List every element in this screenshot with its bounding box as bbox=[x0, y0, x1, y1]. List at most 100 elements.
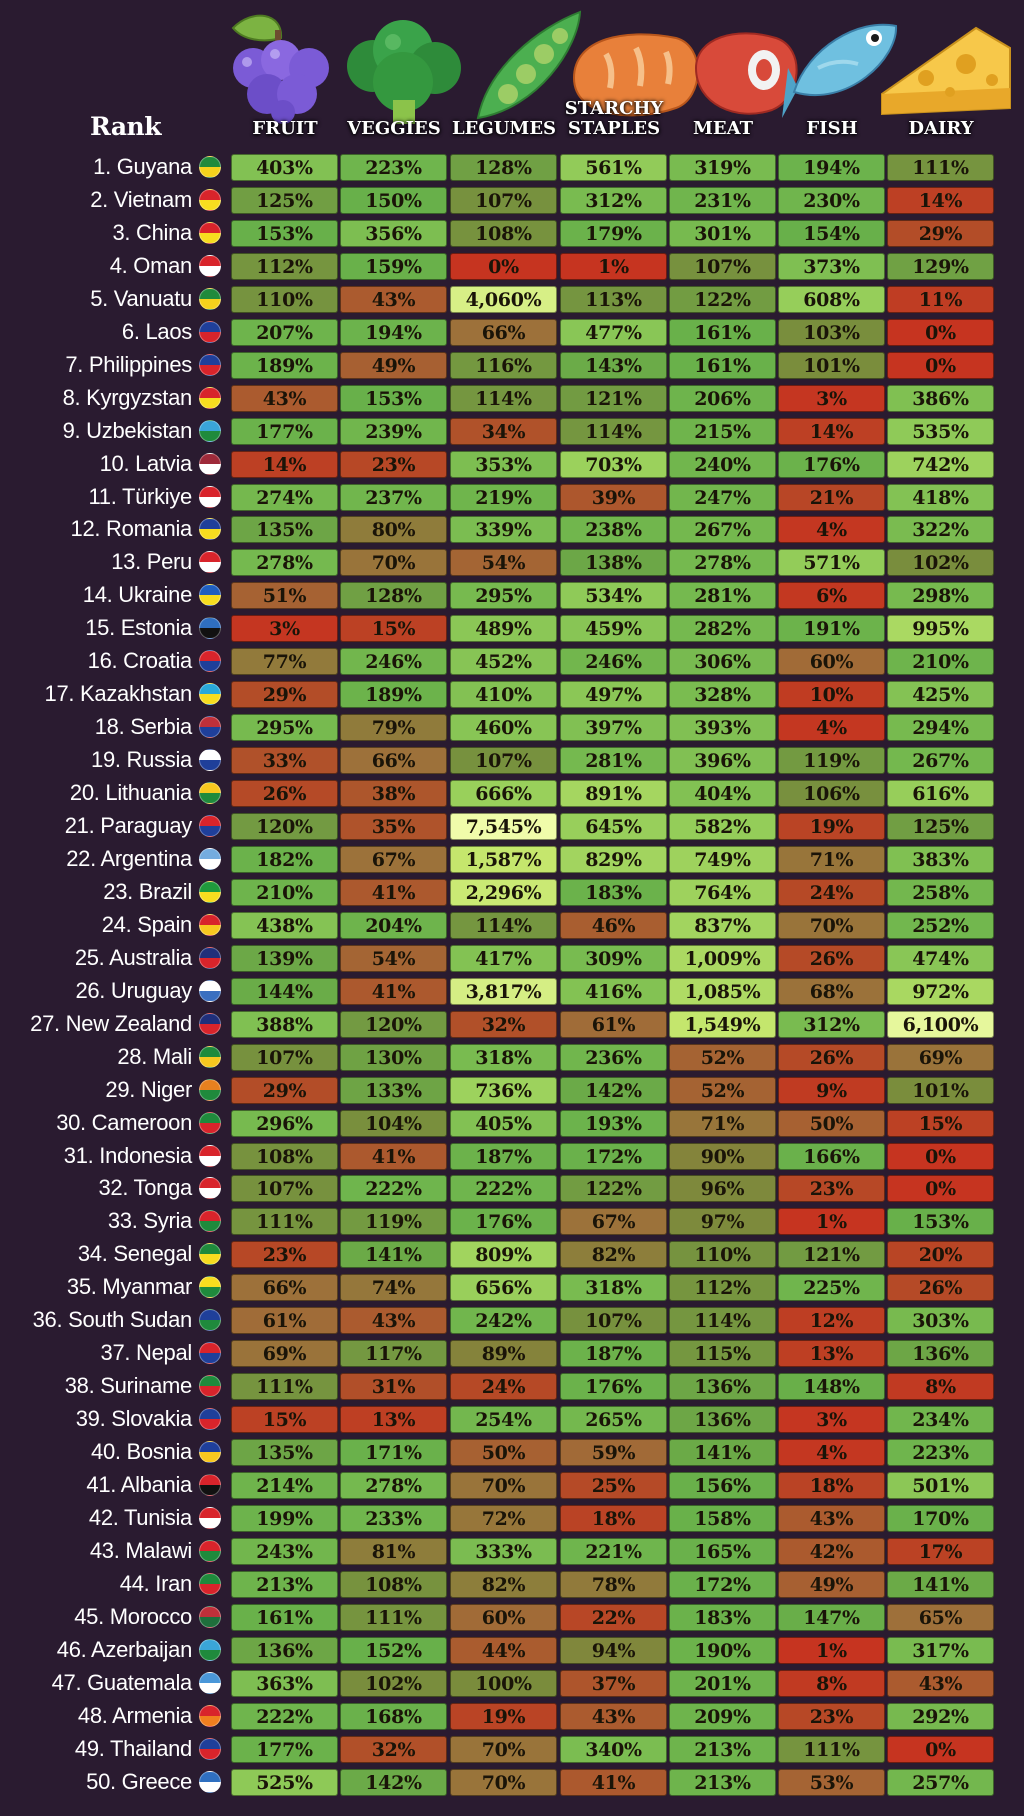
country-rank-label: 7. Philippines bbox=[65, 351, 192, 377]
rank-header: Rank bbox=[90, 112, 162, 141]
value-cell: 71% bbox=[778, 845, 885, 873]
value-cell: 207% bbox=[231, 318, 338, 346]
value-cell: 139% bbox=[231, 944, 338, 972]
flag-icon bbox=[199, 1012, 221, 1035]
value-cell: 39% bbox=[560, 483, 667, 511]
value-cell: 189% bbox=[340, 681, 447, 709]
value-cell: 489% bbox=[450, 615, 557, 643]
flag-icon bbox=[199, 518, 221, 541]
value-cell: 246% bbox=[340, 648, 447, 676]
value-cell: 176% bbox=[450, 1208, 557, 1236]
table-row: 33. Syria 111% 119% 176% 67% 97% 1% 153% bbox=[0, 1206, 1024, 1236]
value-cell: 23% bbox=[778, 1175, 885, 1203]
country-rank-label: 26. Uruguay bbox=[75, 977, 192, 1003]
value-cell: 161% bbox=[669, 318, 776, 346]
value-cell: 0% bbox=[887, 318, 994, 346]
value-cell: 356% bbox=[340, 219, 447, 247]
table-row: 16. Croatia 77% 246% 452% 246% 306% 60% 210% bbox=[0, 646, 1024, 676]
value-cell: 67% bbox=[340, 845, 447, 873]
value-cell: 141% bbox=[340, 1241, 447, 1269]
value-cell: 176% bbox=[560, 1373, 667, 1401]
value-cell: 749% bbox=[669, 845, 776, 873]
value-cell: 459% bbox=[560, 615, 667, 643]
value-cell: 117% bbox=[340, 1340, 447, 1368]
country-rank-label: 44. Iran bbox=[119, 1570, 193, 1596]
value-cell: 161% bbox=[669, 351, 776, 379]
table-row: 34. Senegal 23% 141% 809% 82% 110% 121% 20% bbox=[0, 1239, 1024, 1269]
value-cell: 0% bbox=[450, 252, 557, 280]
value-cell: 309% bbox=[560, 944, 667, 972]
country-rank-label: 9. Uzbekistan bbox=[62, 417, 193, 443]
value-cell: 52% bbox=[669, 1043, 776, 1071]
value-cell: 107% bbox=[560, 1307, 667, 1335]
flag-icon bbox=[199, 1605, 221, 1628]
value-cell: 70% bbox=[450, 1735, 557, 1763]
value-cell: 53% bbox=[778, 1768, 885, 1796]
value-cell: 525% bbox=[231, 1768, 338, 1796]
value-cell: 54% bbox=[340, 944, 447, 972]
value-cell: 130% bbox=[340, 1043, 447, 1071]
flag-icon bbox=[199, 254, 221, 277]
value-cell: 298% bbox=[887, 582, 994, 610]
country-rank-label: 47. Guatemala bbox=[51, 1669, 193, 1695]
value-cell: 703% bbox=[560, 450, 667, 478]
flag-icon bbox=[199, 1408, 221, 1431]
country-rank-label: 30. Cameroon bbox=[56, 1109, 192, 1135]
value-cell: 119% bbox=[778, 747, 885, 775]
flag-icon bbox=[199, 1506, 221, 1529]
value-cell: 101% bbox=[778, 351, 885, 379]
value-cell: 135% bbox=[231, 1439, 338, 1467]
value-cell: 213% bbox=[669, 1735, 776, 1763]
table-row: 50. Greece 525% 142% 70% 41% 213% 53% 257% bbox=[0, 1767, 1024, 1797]
value-cell: 14% bbox=[887, 186, 994, 214]
value-cell: 135% bbox=[231, 516, 338, 544]
value-cell: 183% bbox=[669, 1603, 776, 1631]
value-cell: 107% bbox=[231, 1175, 338, 1203]
value-cell: 373% bbox=[778, 252, 885, 280]
country-rank-label: 48. Armenia bbox=[77, 1702, 192, 1728]
value-cell: 274% bbox=[231, 483, 338, 511]
country-rank-label: 38. Suriname bbox=[64, 1373, 193, 1399]
value-cell: 106% bbox=[778, 780, 885, 808]
value-cell: 282% bbox=[669, 615, 776, 643]
value-cell: 1% bbox=[778, 1636, 885, 1664]
value-cell: 2,296% bbox=[450, 878, 557, 906]
value-cell: 393% bbox=[669, 714, 776, 742]
value-cell: 29% bbox=[887, 219, 994, 247]
value-cell: 292% bbox=[887, 1702, 994, 1730]
value-cell: 172% bbox=[669, 1570, 776, 1598]
country-rank-label: 20. Lithuania bbox=[69, 780, 192, 806]
value-cell: 61% bbox=[231, 1307, 338, 1335]
value-cell: 49% bbox=[340, 351, 447, 379]
value-cell: 222% bbox=[231, 1702, 338, 1730]
flag-icon bbox=[199, 1572, 221, 1595]
country-rank-label: 36. South Sudan bbox=[32, 1307, 193, 1333]
table-row: 13. Peru 278% 70% 54% 138% 278% 571% 102% bbox=[0, 547, 1024, 577]
value-cell: 66% bbox=[340, 747, 447, 775]
country-rank-label: 18. Serbia bbox=[94, 714, 193, 740]
grapes-icon bbox=[231, 14, 329, 124]
value-cell: 112% bbox=[231, 252, 338, 280]
column-header: FRUIT bbox=[231, 119, 339, 139]
value-cell: 24% bbox=[778, 878, 885, 906]
value-cell: 122% bbox=[669, 285, 776, 313]
value-cell: 191% bbox=[778, 615, 885, 643]
value-cell: 257% bbox=[887, 1768, 994, 1796]
value-cell: 94% bbox=[560, 1636, 667, 1664]
value-cell: 829% bbox=[560, 845, 667, 873]
flag-icon bbox=[199, 1638, 221, 1661]
value-cell: 119% bbox=[340, 1208, 447, 1236]
value-cell: 104% bbox=[340, 1109, 447, 1137]
value-cell: 19% bbox=[450, 1702, 557, 1730]
value-cell: 210% bbox=[887, 648, 994, 676]
value-cell: 54% bbox=[450, 549, 557, 577]
value-cell: 15% bbox=[340, 615, 447, 643]
value-cell: 38% bbox=[340, 780, 447, 808]
value-cell: 50% bbox=[450, 1439, 557, 1467]
value-cell: 4,060% bbox=[450, 285, 557, 313]
value-cell: 52% bbox=[669, 1076, 776, 1104]
value-cell: 168% bbox=[340, 1702, 447, 1730]
value-cell: 33% bbox=[231, 747, 338, 775]
value-cell: 18% bbox=[778, 1472, 885, 1499]
value-cell: 294% bbox=[887, 714, 994, 742]
